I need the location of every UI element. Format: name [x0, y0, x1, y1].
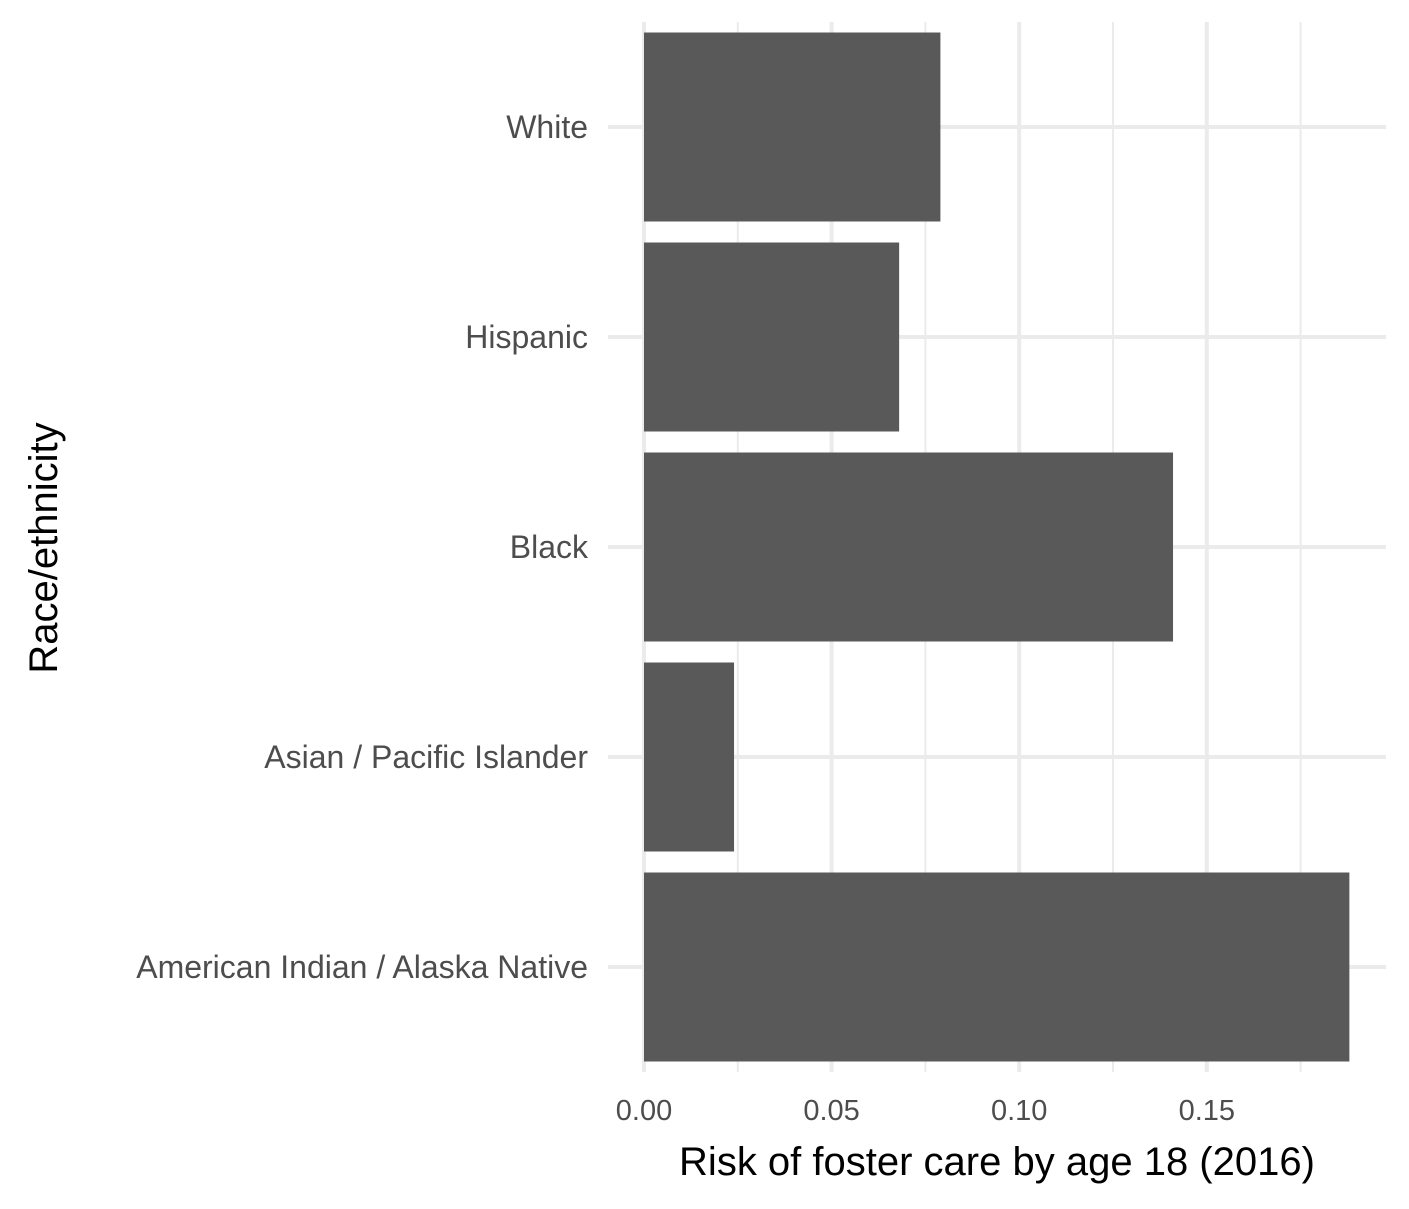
x-tick-label: 0.05: [803, 1095, 859, 1127]
x-tick-label: 0.00: [616, 1095, 672, 1127]
bar: [644, 872, 1350, 1062]
bar: [644, 242, 900, 432]
y-tick-label: Hispanic: [465, 319, 588, 355]
y-tick-label: American Indian / Alaska Native: [136, 949, 588, 985]
x-tick-label: 0.15: [1179, 1095, 1235, 1127]
y-tick-label: Black: [510, 529, 589, 565]
y-tick-label: White: [506, 109, 588, 145]
x-axis-title: Risk of foster care by age 18 (2016): [679, 1140, 1315, 1184]
bar: [644, 32, 941, 222]
bars: [644, 32, 1350, 1062]
y-axis-tick-labels: White Hispanic Black Asian / Pacific Island…: [136, 109, 589, 985]
y-axis-title: Race/ethnicity: [22, 422, 66, 673]
x-tick-label: 0.10: [991, 1095, 1047, 1127]
y-tick-label: Asian / Pacific Islander: [264, 739, 588, 775]
bar: [644, 452, 1174, 642]
bar: [644, 662, 735, 852]
x-axis-tick-labels: 0.00 0.05 0.10 0.15: [616, 1095, 1235, 1127]
